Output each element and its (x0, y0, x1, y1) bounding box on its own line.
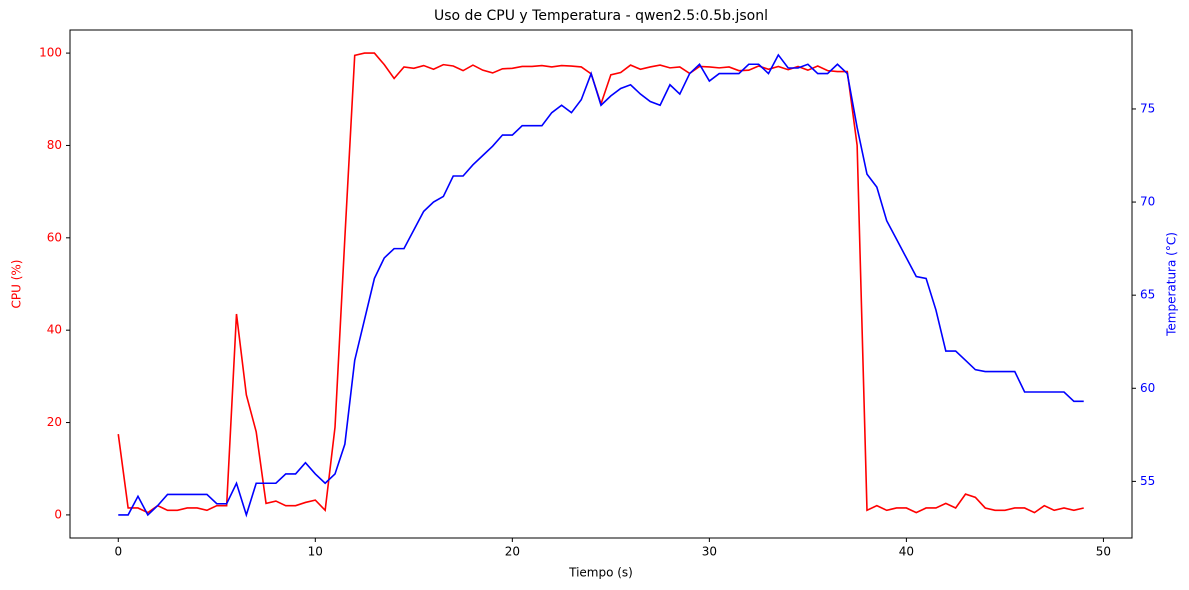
y-tick-label: 100 (39, 46, 62, 60)
y2-tick-label: 60 (1140, 381, 1155, 395)
y2-tick-label: 75 (1140, 101, 1155, 115)
y-tick-label: 0 (54, 507, 62, 521)
y-tick-label: 20 (47, 415, 62, 429)
x-tick-label: 20 (505, 545, 520, 559)
y2-tick-label: 55 (1140, 474, 1155, 488)
chart-title: Uso de CPU y Temperatura - qwen2.5:0.5b.… (434, 8, 768, 24)
y-axis-label: CPU (%) (10, 260, 24, 309)
plot-frame (69, 29, 1133, 539)
y2-axis-label: Temperatura (°C) (1165, 232, 1179, 337)
x-axis-label: Tiempo (s) (568, 566, 633, 580)
y2-tick-label: 70 (1140, 195, 1155, 209)
y-tick-label: 60 (47, 230, 62, 244)
y-tick-label: 40 (47, 323, 62, 337)
y2-tick-label: 65 (1140, 288, 1155, 302)
x-tick-label: 40 (899, 545, 914, 559)
y-tick-label: 80 (47, 138, 62, 152)
x-tick-label: 10 (308, 545, 323, 559)
line-series (117, 52, 1084, 514)
x-tick-label: 0 (114, 545, 122, 559)
line-series (118, 53, 1084, 518)
x-tick-label: 30 (702, 545, 717, 559)
x-tick-label: 50 (1096, 545, 1111, 559)
